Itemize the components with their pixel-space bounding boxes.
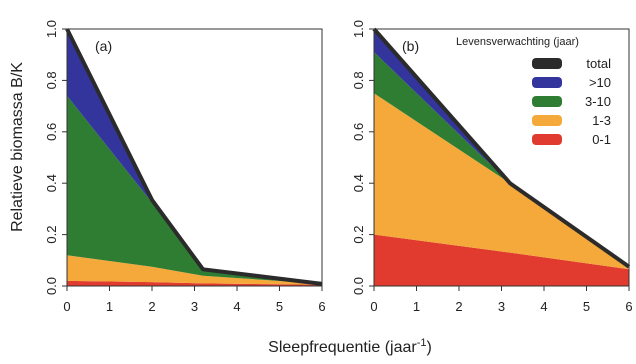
x-tick-label: 2 bbox=[455, 299, 462, 314]
legend-title: Levensverwachting (jaar) bbox=[456, 36, 579, 48]
x-tick-label: 4 bbox=[233, 299, 240, 314]
x-tick-label: 2 bbox=[148, 299, 155, 314]
y-tick-label: 0.2 bbox=[44, 226, 59, 244]
x-tick-label: 3 bbox=[191, 299, 198, 314]
area-gt10 bbox=[67, 29, 322, 284]
y-tick-label: 0.6 bbox=[44, 123, 59, 141]
x-tick-label: 5 bbox=[276, 299, 283, 314]
legend-swatch-total bbox=[532, 58, 562, 69]
y-tick-label: 0.4 bbox=[351, 174, 366, 192]
legend-swatch-gt10 bbox=[532, 77, 562, 88]
x-axis-label: Sleepfrequentie (jaar-1) bbox=[268, 337, 432, 356]
x-tick-label: 6 bbox=[318, 299, 325, 314]
area-3-10 bbox=[67, 95, 322, 284]
x-axis-label-superscript: -1 bbox=[417, 337, 427, 349]
y-tick-label: 0.4 bbox=[44, 174, 59, 192]
x-tick-label: 1 bbox=[106, 299, 113, 314]
y-tick-label: 0.0 bbox=[351, 277, 366, 295]
total-line bbox=[65, 28, 323, 286]
x-tick-label: 0 bbox=[63, 299, 70, 314]
y-tick-label: 0.2 bbox=[351, 226, 366, 244]
x-tick-label: 0 bbox=[370, 299, 377, 314]
y-tick-label: 1.0 bbox=[351, 20, 366, 38]
legend-swatch-0-1 bbox=[532, 134, 562, 145]
y-axis-label: Relatieve biomassa B/K bbox=[9, 62, 26, 232]
panel-label: (b) bbox=[402, 38, 419, 54]
panel-b: 0 1 2 3 4 5 6 0.0 0.2 0.4 0.6 0.8 1.0 (b) Levensverwac… bbox=[351, 20, 633, 314]
legend-swatch-1-3 bbox=[532, 115, 562, 126]
x-tick-label: 5 bbox=[583, 299, 590, 314]
y-tick-label: 0.0 bbox=[44, 277, 59, 295]
total-line bbox=[372, 27, 631, 269]
legend-label-0-1: 0-1 bbox=[592, 132, 611, 147]
legend-label-3-10: 3-10 bbox=[585, 94, 611, 109]
panel-label: (a) bbox=[95, 38, 112, 54]
y-tick-label: 0.8 bbox=[44, 71, 59, 89]
x-axis-label-close: ) bbox=[427, 339, 432, 356]
legend-swatch-3-10 bbox=[532, 96, 562, 107]
x-tick-label: 4 bbox=[540, 299, 547, 314]
area-0-1 bbox=[374, 234, 629, 286]
y-tick-label: 1.0 bbox=[44, 20, 59, 38]
x-tick-label: 1 bbox=[413, 299, 420, 314]
x-axis-label-main: Sleepfrequentie (jaar bbox=[268, 339, 417, 356]
legend-label-gt10: >10 bbox=[589, 75, 611, 90]
x-tick-label: 6 bbox=[625, 299, 632, 314]
area-1-3 bbox=[67, 255, 322, 285]
y-tick-label: 0.8 bbox=[351, 71, 366, 89]
y-tick-label: 0.6 bbox=[351, 123, 366, 141]
legend-label-total: total bbox=[586, 56, 611, 71]
panel-a: 0 1 2 3 4 5 6 0.0 0.2 0.4 0.6 0.8 1.0 (a) bbox=[44, 20, 326, 314]
legend: Levensverwachting (jaar) total >10 3-10 1-3 0… bbox=[456, 36, 611, 147]
area-0-1 bbox=[67, 280, 322, 286]
x-tick-label: 3 bbox=[498, 299, 505, 314]
area-1-3 bbox=[374, 93, 629, 270]
legend-label-1-3: 1-3 bbox=[592, 113, 611, 128]
